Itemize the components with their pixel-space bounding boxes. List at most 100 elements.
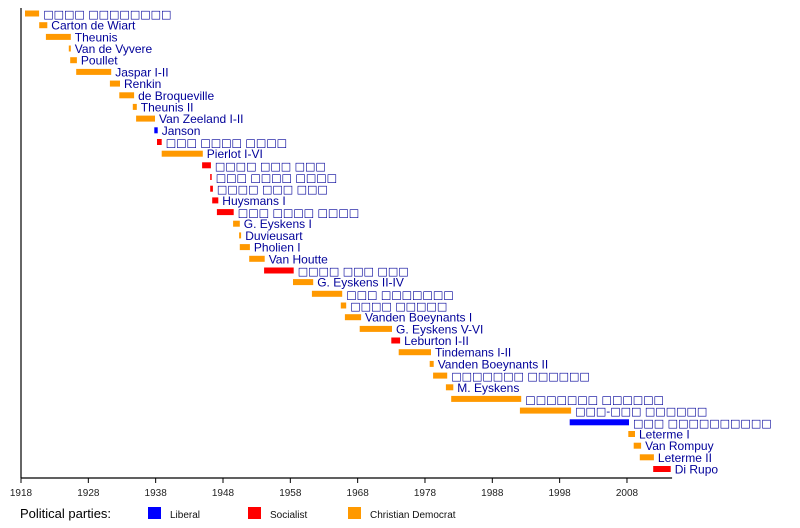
bar-label: Poullet <box>81 54 118 68</box>
timeline-bar <box>239 244 250 251</box>
bar-label: Pholien I <box>254 241 301 255</box>
timeline-bar <box>569 419 629 426</box>
bar-label: de Broqueville <box>138 89 214 103</box>
timeline-bar <box>210 185 213 192</box>
bar-label: □□□□ □□□□□□□□ <box>43 8 171 21</box>
timeline-bar <box>45 33 71 40</box>
timeline-bar <box>233 220 240 227</box>
timeline-bar <box>202 162 211 169</box>
x-tick-label: 1978 <box>414 488 437 499</box>
bar-label: Van Zeeland I-II <box>159 112 244 126</box>
timeline-bar <box>633 442 642 449</box>
legend-swatch <box>148 507 161 519</box>
bar-label: □□□ □□□□□□□ <box>346 288 453 301</box>
bar-label: M. Eyskens <box>457 381 519 395</box>
timeline-bar <box>445 384 454 391</box>
timeline-bar <box>154 127 158 134</box>
timeline-bar <box>311 290 343 297</box>
bar-label: □□□□□□□ □□□□□□ <box>451 370 590 383</box>
x-tick-label: 1928 <box>77 488 100 499</box>
legend: Political parties: Liberal Socialist Chris… <box>20 506 456 521</box>
timeline-bar <box>25 10 40 17</box>
bar-label: G. Eyskens I <box>244 217 312 231</box>
legend-label: Christian Democrat <box>370 510 456 521</box>
bar-label: □□□ □□□□ □□□□ <box>166 137 287 150</box>
bar-label: □□□-□□□ □□□□□□ <box>575 405 707 418</box>
timeline-bar <box>344 314 362 321</box>
bar-label: Theunis II <box>141 100 194 114</box>
bar-label: Van Rompuy <box>645 439 713 453</box>
bar-label: Duvieusart <box>245 229 303 243</box>
bars-layer <box>25 10 671 472</box>
x-tick-label: 2008 <box>616 488 639 499</box>
legend-swatch <box>248 507 261 519</box>
bar-label: Pierlot I-VI <box>207 147 263 161</box>
timeline-bar <box>264 267 294 274</box>
bar-label: □□□ □□□□□□□□□□ <box>633 417 772 430</box>
bar-label: Renkin <box>124 77 161 91</box>
legend-label: Liberal <box>170 510 200 521</box>
timeline-bar <box>519 407 572 414</box>
timeline-bar <box>39 22 48 29</box>
legend-swatch <box>348 507 361 519</box>
timeline-bar <box>119 92 135 99</box>
timeline-bar <box>132 103 137 110</box>
timeline-bar <box>639 454 654 461</box>
bar-label: Carton de Wiart <box>51 19 136 33</box>
legend-label: Socialist <box>270 510 307 521</box>
timeline-bar <box>653 466 671 472</box>
x-tick-label: 1988 <box>481 488 504 499</box>
bar-label: G. Eyskens II-IV <box>317 276 404 290</box>
bar-label: G. Eyskens V-VI <box>396 322 483 336</box>
timeline-bar <box>212 197 219 204</box>
bar-label: Jaspar I-II <box>115 65 168 79</box>
x-tick-label: 1998 <box>549 488 572 499</box>
timeline-bar <box>161 150 203 157</box>
bar-label: Di Rupo <box>675 463 719 477</box>
bar-label: Leburton I-II <box>404 334 469 348</box>
x-axis-ticks: 1918 1928 1938 1948 1958 1968 1978 1988 1998 2008 <box>10 478 639 499</box>
bar-label: □□□□ □□□□□ <box>350 300 447 313</box>
timeline-bar <box>239 232 242 239</box>
timeline-bar <box>76 68 112 75</box>
x-tick-label: 1958 <box>279 488 302 499</box>
timeline-bar <box>210 174 212 180</box>
bar-label: Theunis <box>75 30 118 44</box>
bar-label: □□□□□□□ □□□□□□ <box>525 393 664 406</box>
bar-label: Van Houtte <box>269 252 328 266</box>
timeline-bar <box>359 325 392 332</box>
timeline-bar <box>249 255 265 262</box>
bar-label: □□□ □□□□ □□□□ <box>238 207 359 220</box>
timeline-bar <box>216 209 234 216</box>
bar-label: Huysmans I <box>222 194 285 208</box>
timeline-bar <box>70 57 77 64</box>
timeline-bar <box>109 80 120 87</box>
timeline-bar <box>340 302 347 309</box>
bar-label: □□□□ □□□ □□□ <box>217 183 328 196</box>
timeline-bar <box>433 372 448 379</box>
bar-label: Leterme II <box>658 451 712 465</box>
bar-label: □□□□ □□□ □□□ <box>298 265 409 278</box>
x-tick-label: 1968 <box>347 488 370 499</box>
timeline-bar <box>136 115 155 122</box>
x-tick-label: 1938 <box>145 488 168 499</box>
timeline-bar <box>628 431 635 437</box>
bar-label: □□□ □□□□ □□□□ <box>216 172 337 185</box>
timeline-bar <box>293 279 314 286</box>
bar-label: Vanden Boeynants II <box>438 357 549 371</box>
bar-label: Tindemans I-II <box>435 346 511 360</box>
bar-label: □□□□ □□□ □□□ <box>215 160 326 173</box>
x-tick-label: 1918 <box>10 488 33 499</box>
bar-label: Vanden Boeynants I <box>365 311 472 325</box>
bar-label: Leterme I <box>639 428 690 442</box>
timeline-bar <box>157 139 162 145</box>
bar-label: Van de Vyvere <box>75 42 153 56</box>
timeline-bar <box>429 360 434 367</box>
x-tick-label: 1948 <box>212 488 235 499</box>
bar-label: Janson <box>162 124 201 138</box>
legend-title: Political parties: <box>20 506 111 521</box>
timeline-bar <box>451 395 522 402</box>
timeline-bar <box>391 337 401 344</box>
